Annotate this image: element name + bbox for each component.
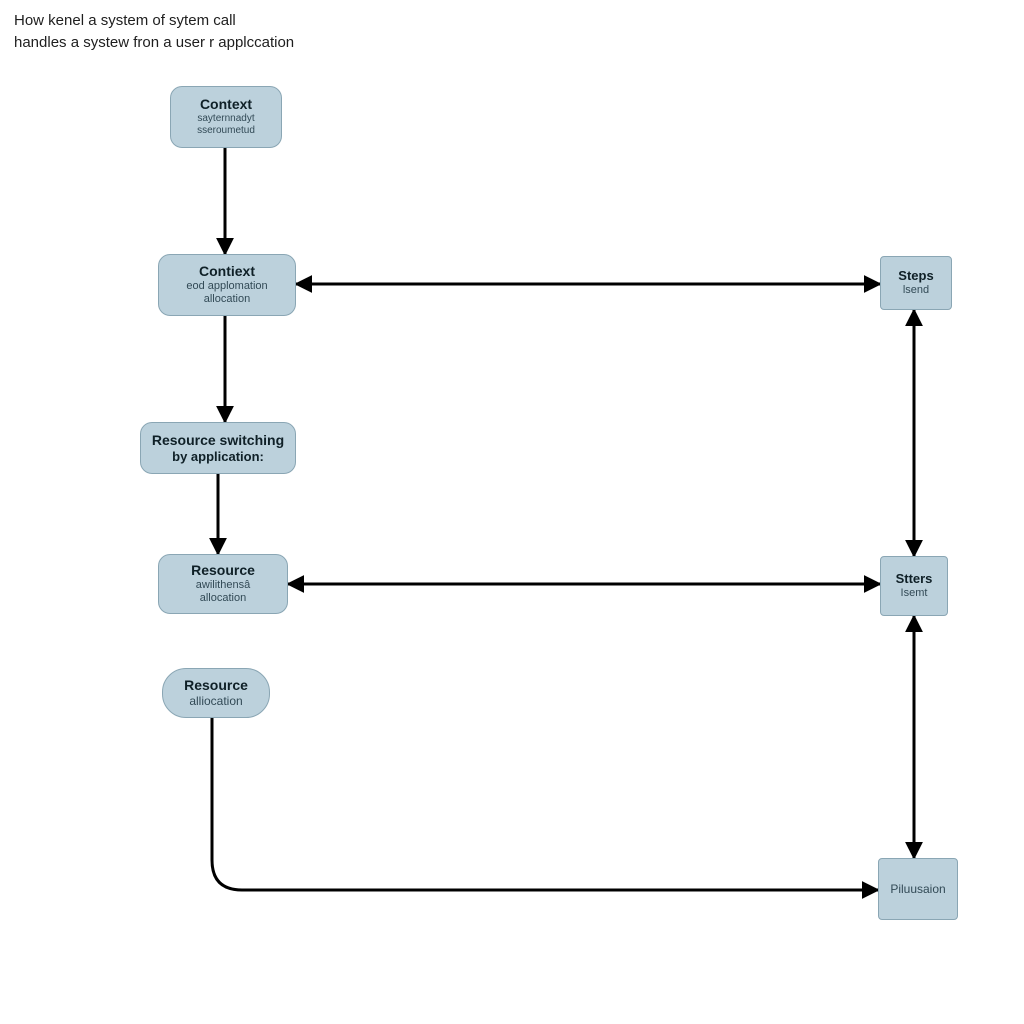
node-n1-line-0: Context <box>200 96 252 113</box>
node-n3-line-1: by application: <box>172 449 264 465</box>
node-n7-line-1: Isemt <box>901 587 928 601</box>
node-n2-line-2: allocation <box>204 293 250 307</box>
node-n5: Resourcealliocation <box>162 668 270 718</box>
node-n4-line-2: allocation <box>200 592 246 606</box>
node-n4-line-1: awilithensâ <box>196 579 250 593</box>
node-n1-line-1: sayternnadyt <box>197 113 254 126</box>
diagram-title: How kenel a system of sytem call handles… <box>14 10 294 54</box>
node-n4-line-0: Resource <box>191 562 255 579</box>
node-n5-line-1: alliocation <box>189 694 242 709</box>
node-n1-line-2: sseroumetud <box>197 125 255 138</box>
title-line-2: handles a systew fron a user r applccati… <box>14 34 294 51</box>
edge-e8 <box>212 718 878 890</box>
node-n3: Resource switchingby application: <box>140 422 296 474</box>
node-n8-line-0: Piluusaion <box>890 882 945 897</box>
edges-layer <box>0 0 1024 1024</box>
node-n2: Contiexteod applomationallocation <box>158 254 296 316</box>
node-n5-line-0: Resource <box>184 677 248 694</box>
node-n4: Resourceawilithensâallocation <box>158 554 288 614</box>
node-n2-line-1: eod applomation <box>186 280 267 294</box>
node-n6-line-1: lsend <box>903 284 929 298</box>
node-n8: Piluusaion <box>878 858 958 920</box>
node-n7: SttersIsemt <box>880 556 948 616</box>
node-n6-line-0: Steps <box>898 268 933 284</box>
title-line-1: How kenel a system of sytem call <box>14 12 236 29</box>
node-n1: Contextsayternnadytsseroumetud <box>170 86 282 148</box>
node-n6: Stepslsend <box>880 256 952 310</box>
node-n7-line-0: Stters <box>896 571 933 587</box>
node-n2-line-0: Contiext <box>199 263 255 280</box>
node-n3-line-0: Resource switching <box>152 432 284 449</box>
